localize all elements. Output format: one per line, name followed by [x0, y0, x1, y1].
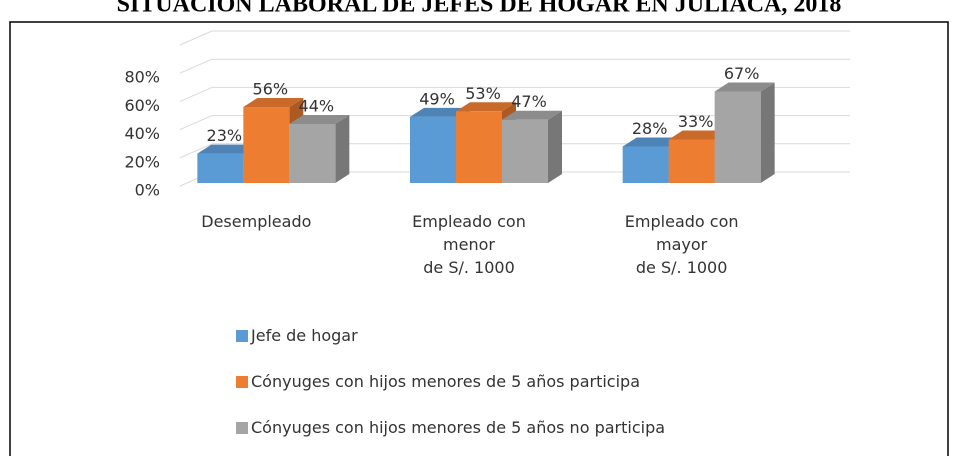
bar — [289, 123, 336, 183]
bar — [197, 153, 244, 183]
grid-line-side — [179, 86, 213, 102]
legend-item: Cónyuges con hijos menores de 5 años no … — [236, 418, 665, 437]
y-tick-label: 60% — [124, 96, 160, 115]
x-tick-label: Desempleado — [201, 212, 312, 231]
y-tick-label: 20% — [124, 152, 160, 171]
data-label: 56% — [253, 80, 289, 99]
bar-top — [410, 107, 470, 117]
frame — [9, 21, 949, 456]
y-tick-label: 80% — [124, 68, 160, 87]
grid-line-side — [179, 115, 213, 131]
legend-swatch — [236, 375, 248, 388]
data-label: 28% — [632, 119, 668, 138]
bar-top — [289, 114, 350, 124]
data-label: 47% — [511, 92, 547, 111]
bar — [502, 119, 548, 183]
bar-top — [502, 110, 562, 120]
data-label: 67% — [724, 64, 760, 83]
bar — [714, 91, 761, 183]
bar-top — [668, 130, 729, 140]
bar-side — [335, 114, 350, 183]
y-tick-label: 40% — [124, 124, 160, 143]
grid-line-side — [179, 143, 213, 159]
bar — [456, 111, 502, 183]
bar — [622, 146, 669, 183]
legend-label: Cónyuges con hijos menores de 5 años no … — [251, 418, 666, 437]
bar-top — [243, 98, 304, 108]
legend-label: Cónyuges con hijos menores de 5 años par… — [251, 372, 641, 391]
bar-top — [622, 137, 683, 147]
bar — [668, 139, 715, 183]
x-tick-label: Empleado con menor de S/. 1000 — [412, 212, 526, 277]
y-tick-label: 0% — [135, 181, 160, 200]
data-label: 44% — [299, 96, 335, 115]
bar-side — [548, 110, 562, 183]
bar-top — [714, 82, 775, 92]
chart-title: SITUACIÓN LABORAL DE JEFES DE HOGAR EN J… — [117, 0, 842, 18]
data-label: 23% — [207, 126, 243, 145]
x-tick-label: Empleado con mayor de S/. 1000 — [624, 212, 739, 277]
grid-line-side — [179, 58, 213, 74]
legend-item: Cónyuges con hijos menores de 5 años par… — [236, 372, 640, 391]
bar-top — [456, 102, 516, 112]
data-label: 33% — [678, 112, 714, 131]
bar — [243, 107, 290, 183]
legend-label: Jefe de hogar — [251, 326, 358, 345]
data-label: 49% — [419, 89, 455, 108]
bar — [410, 116, 456, 183]
wall-top-side — [179, 30, 213, 46]
bar-side — [760, 82, 775, 183]
data-label: 53% — [465, 84, 501, 103]
legend-swatch — [236, 329, 248, 342]
bar-top — [197, 144, 258, 154]
legend-item: Jefe de hogar — [236, 326, 358, 345]
legend-swatch — [236, 421, 248, 434]
